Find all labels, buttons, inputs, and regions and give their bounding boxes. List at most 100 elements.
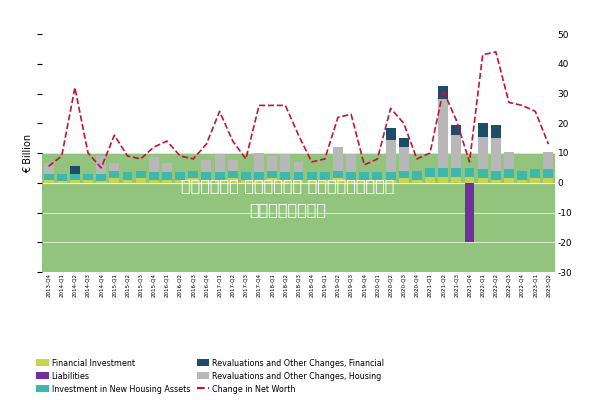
Bar: [254, 172, 264, 180]
Bar: [359, 172, 369, 180]
Bar: [241, 180, 251, 183]
Bar: [517, 180, 527, 183]
Bar: [83, 174, 93, 180]
Bar: [241, 172, 251, 180]
Bar: [438, 86, 448, 100]
Bar: [202, 180, 211, 183]
Bar: [175, 172, 185, 180]
Bar: [215, 180, 224, 183]
Bar: [280, 180, 290, 183]
Bar: [228, 171, 238, 178]
Bar: [333, 171, 343, 178]
Bar: [44, 164, 53, 174]
Bar: [491, 171, 501, 180]
Bar: [149, 180, 159, 183]
Bar: [386, 140, 395, 172]
Bar: [544, 178, 553, 183]
Bar: [399, 147, 409, 171]
Bar: [57, 181, 67, 183]
Bar: [188, 171, 198, 178]
Bar: [504, 152, 514, 169]
Bar: [122, 172, 133, 180]
Bar: [386, 128, 395, 140]
Bar: [57, 174, 67, 181]
Bar: [333, 147, 343, 171]
Bar: [307, 172, 317, 180]
Bar: [136, 178, 146, 183]
Bar: [70, 180, 80, 183]
Bar: [386, 172, 395, 180]
Bar: [96, 174, 106, 181]
Bar: [136, 171, 146, 178]
Bar: [438, 177, 448, 183]
Bar: [451, 177, 461, 183]
Bar: [504, 178, 514, 183]
Bar: [109, 164, 119, 171]
Bar: [149, 158, 159, 172]
Bar: [530, 169, 540, 178]
Bar: [96, 156, 106, 174]
Bar: [504, 169, 514, 178]
Bar: [162, 172, 172, 180]
Bar: [412, 180, 422, 183]
Bar: [162, 180, 172, 183]
Bar: [122, 180, 133, 183]
Bar: [267, 156, 277, 171]
Bar: [254, 153, 264, 172]
Bar: [215, 172, 224, 180]
Bar: [464, 177, 475, 183]
Bar: [425, 177, 435, 183]
Bar: [188, 178, 198, 183]
Bar: [346, 154, 356, 172]
Text: 预市场以支撑日元: 预市场以支撑日元: [250, 202, 326, 218]
Bar: [425, 168, 435, 177]
Bar: [530, 178, 540, 183]
Bar: [373, 180, 382, 183]
Bar: [359, 180, 369, 183]
Bar: [320, 172, 330, 180]
Bar: [373, 172, 382, 180]
Bar: [478, 137, 488, 169]
Bar: [438, 168, 448, 177]
Bar: [399, 178, 409, 183]
Bar: [517, 171, 527, 180]
Text: 股市资金杠杆 日本财务省： 日本政府春季两次干: 股市资金杠杆 日本财务省： 日本政府春季两次干: [181, 178, 395, 194]
Bar: [307, 180, 317, 183]
Bar: [544, 169, 553, 178]
Bar: [267, 178, 277, 183]
Bar: [149, 172, 159, 180]
Bar: [464, 183, 475, 242]
Bar: [346, 180, 356, 183]
Bar: [399, 171, 409, 178]
Bar: [293, 172, 304, 180]
Bar: [202, 172, 211, 180]
Bar: [83, 180, 93, 183]
Bar: [451, 168, 461, 177]
Bar: [44, 174, 53, 180]
Bar: [293, 180, 304, 183]
Bar: [320, 180, 330, 183]
Bar: [254, 180, 264, 183]
Bar: [451, 125, 461, 135]
Bar: [44, 180, 53, 183]
Bar: [386, 180, 395, 183]
Bar: [280, 154, 290, 172]
Bar: [215, 154, 224, 172]
Bar: [96, 181, 106, 183]
Bar: [228, 160, 238, 171]
Bar: [399, 138, 409, 147]
Bar: [491, 125, 501, 138]
Bar: [478, 169, 488, 178]
Bar: [464, 168, 475, 177]
Bar: [491, 138, 501, 171]
Bar: [202, 160, 211, 172]
Legend: Financial Investment, Liabilities, Investment in New Housing Assets, Revaluation: Financial Investment, Liabilities, Inves…: [34, 356, 386, 396]
Bar: [478, 123, 488, 137]
Bar: [544, 152, 553, 169]
Bar: [228, 178, 238, 183]
Bar: [162, 164, 172, 172]
Bar: [412, 171, 422, 180]
Bar: [70, 174, 80, 180]
Bar: [333, 178, 343, 183]
Bar: [42, 153, 555, 272]
